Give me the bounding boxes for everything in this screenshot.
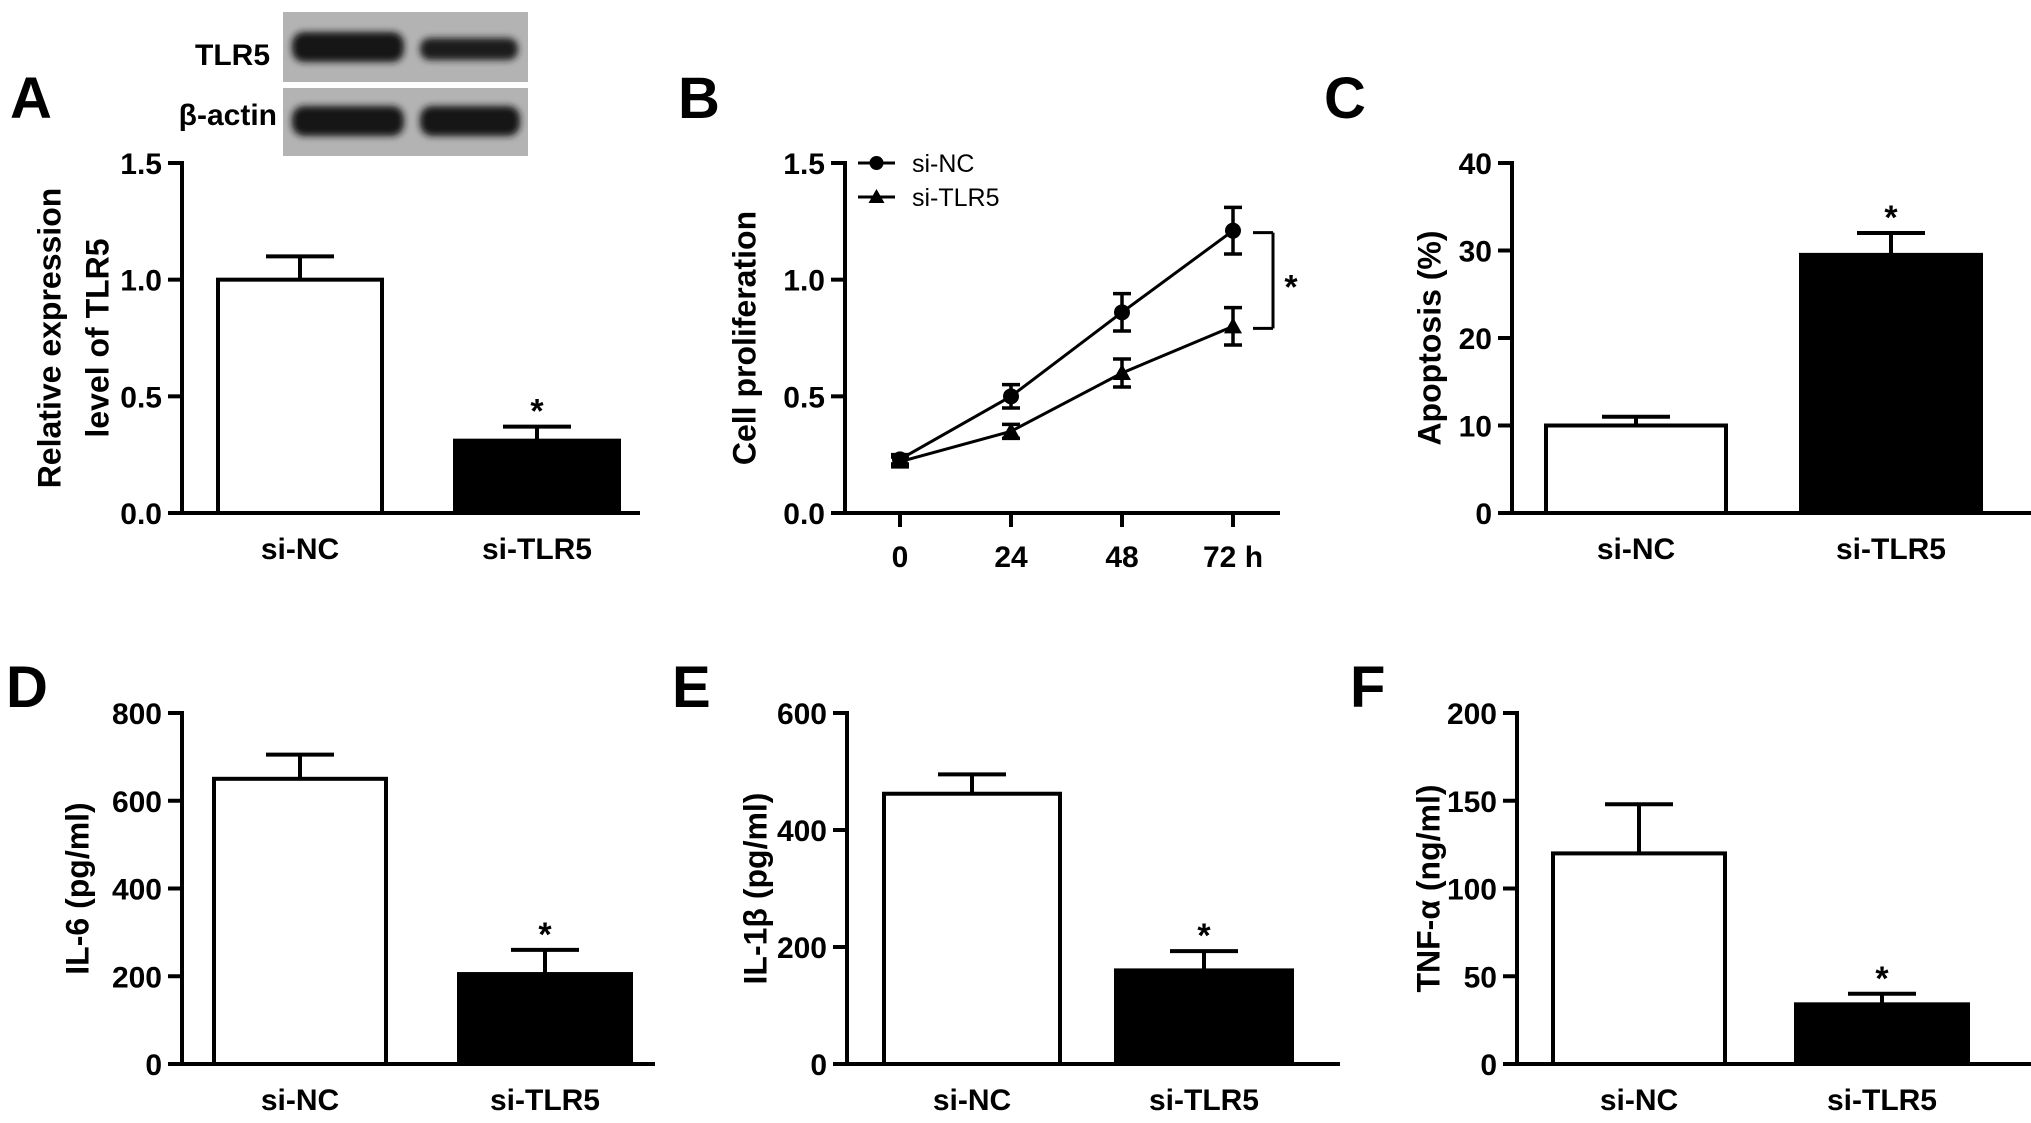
panel-e-y-tick-label: 0 — [810, 1049, 827, 1082]
panel-b-legend-si-nc-label: si-NC — [912, 150, 975, 178]
blot-band-tlr5-si-nc — [292, 32, 404, 62]
panel-c-y-tick-label: 40 — [1459, 148, 1492, 181]
panel-e-bar-si-tlr5 — [1114, 968, 1294, 1067]
panel-b-x-tick-label: 72 h — [1203, 541, 1263, 574]
panel-c-y-tick-label: 30 — [1459, 236, 1492, 269]
chart-panel-e: 0 200 400 600 IL-1β (pg/ml) si-NC si-TLR5 * — [737, 698, 1340, 1117]
panel-b-si-nc-point — [1225, 222, 1241, 239]
panel-c-bar-si-nc — [1544, 423, 1728, 515]
panel-d-bar-si-tlr5 — [457, 972, 633, 1067]
panel-b-si-tlr5-point — [1224, 317, 1242, 334]
panel-b-legend-si-tlr5-label: si-TLR5 — [912, 184, 1000, 212]
panel-a-bar-si-tlr5 — [453, 438, 621, 515]
western-blot: TLR5 β-actin — [179, 12, 528, 156]
panel-b-si-nc-point — [1114, 304, 1130, 321]
blot-label-tlr5: TLR5 — [195, 39, 270, 72]
panel-a-y-tick-label: 0.5 — [120, 381, 162, 414]
panel-f-bar-si-tlr5 — [1794, 1002, 1970, 1067]
panel-f-y-tick-label: 200 — [1447, 698, 1497, 731]
panel-a-bar-si-nc — [216, 277, 384, 515]
panel-e-y-tick-label: 400 — [777, 815, 827, 848]
panel-f-bar-si-nc — [1551, 851, 1727, 1067]
panel-d-y-tick-label: 800 — [112, 698, 162, 731]
chart-panel-f: 0 50 100 150 200 TNF-α (ng/ml) si-NC si-TLR5 * — [1410, 698, 2031, 1117]
chart-panel-a: 0.0 0.5 1.0 1.5 Relative expression level of … — [31, 148, 640, 566]
panel-b-y-tick-label: 0.0 — [783, 498, 825, 531]
panel-d-y-tick-label: 0 — [145, 1049, 162, 1082]
panel-a-y-tick-label: 0.0 — [120, 498, 162, 531]
panel-b-si-nc-line — [899, 229, 1234, 461]
panel-d-x-tick-label: si-NC — [261, 1084, 339, 1117]
panel-b-y-tick-label: 1.0 — [783, 265, 825, 298]
panel-c-y-axis-label: Apoptosis (%) — [1411, 230, 1447, 445]
panel-b-significance-star: * — [1284, 269, 1298, 307]
panel-a-significance-star: * — [530, 393, 544, 431]
panel-b-si-tlr5-line — [899, 324, 1234, 464]
panel-b-si-nc-point — [1003, 388, 1019, 405]
panel-a-x-tick-label: si-NC — [261, 533, 339, 566]
panel-letter-d: D — [6, 655, 48, 720]
panel-b-si-tlr5-point — [891, 452, 909, 469]
panel-e-y-tick-label: 200 — [777, 932, 827, 965]
chart-panel-d: 0 200 400 600 800 IL-6 (pg/ml) si-NC si-TLR5 * — [59, 698, 655, 1117]
panel-c-y-tick-label: 0 — [1475, 498, 1492, 531]
panel-b-x-tick-label: 24 — [994, 541, 1028, 574]
blot-band-actin-si-nc — [292, 106, 404, 136]
chart-panel-c: 0 10 20 30 40 Apoptosis (%) si-NC si-TLR5 * — [1411, 148, 2031, 566]
panel-b-y-tick-label: 0.5 — [783, 381, 825, 414]
panel-c-significance-star: * — [1884, 199, 1898, 237]
panel-a-y-axis-label: level of TLR5 — [79, 238, 115, 437]
panel-b-y-tick-label: 1.5 — [783, 148, 825, 181]
panel-c-y-tick-label: 20 — [1459, 323, 1492, 356]
blot-band-tlr5-si-tlr5 — [420, 38, 518, 60]
panel-letter-e: E — [672, 655, 711, 720]
panel-d-bar-si-nc — [212, 776, 388, 1066]
panel-d-x-tick-label: si-TLR5 — [490, 1084, 600, 1117]
panel-b-legend-si-tlr5-marker — [868, 189, 885, 203]
panel-c-y-tick-label: 10 — [1459, 411, 1492, 444]
panel-e-x-tick-label: si-NC — [933, 1084, 1011, 1117]
panel-e-y-axis-label: IL-1β (pg/ml) — [737, 793, 773, 985]
panel-b-y-axis-label: Cell proliferation — [726, 211, 762, 465]
panel-d-y-tick-label: 400 — [112, 874, 162, 907]
panel-c-x-tick-label: si-TLR5 — [1836, 533, 1946, 566]
panel-c-bar-si-tlr5 — [1799, 252, 1983, 515]
panel-f-y-axis-label: TNF-α (ng/ml) — [1410, 784, 1446, 992]
panel-b-legend-si-nc-marker — [869, 156, 884, 170]
panel-a-y-axis-label: Relative expression — [31, 188, 67, 489]
panel-f-y-tick-label: 100 — [1447, 874, 1497, 907]
panel-d-y-tick-label: 600 — [112, 786, 162, 819]
panel-d-significance-star: * — [538, 916, 552, 954]
panel-f-x-tick-label: si-NC — [1600, 1084, 1678, 1117]
panel-letter-f: F — [1350, 655, 1385, 720]
panel-e-x-tick-label: si-TLR5 — [1149, 1084, 1259, 1117]
panel-letter-b: B — [678, 66, 720, 131]
panel-a-y-tick-label: 1.5 — [120, 148, 162, 181]
blot-label-beta-actin: β-actin — [179, 99, 277, 132]
panel-b-x-tick-label: 0 — [892, 541, 909, 574]
panel-e-y-tick-label: 600 — [777, 698, 827, 731]
panel-letter-a: A — [10, 66, 52, 131]
panel-b-x-tick-label: 48 — [1105, 541, 1138, 574]
panel-a-x-tick-label: si-TLR5 — [482, 533, 592, 566]
panel-f-y-tick-label: 150 — [1447, 786, 1497, 819]
panel-b-si-tlr5-point — [1113, 364, 1131, 380]
panel-d-y-axis-label: IL-6 (pg/ml) — [59, 802, 95, 974]
panel-f-y-tick-label: 0 — [1480, 1049, 1497, 1082]
panel-e-bar-si-nc — [882, 791, 1062, 1066]
blot-band-actin-si-tlr5 — [420, 106, 520, 136]
panel-b-si-tlr5-point — [1002, 422, 1020, 439]
panel-a-y-tick-label: 1.0 — [120, 265, 162, 298]
panel-f-significance-star: * — [1875, 960, 1889, 998]
panel-e-significance-star: * — [1197, 917, 1211, 955]
panel-f-y-tick-label: 50 — [1464, 961, 1497, 994]
panel-d-y-tick-label: 200 — [112, 961, 162, 994]
panel-f-x-tick-label: si-TLR5 — [1827, 1084, 1937, 1117]
chart-panel-b: 0.0 0.5 1.0 1.5 Cell proliferation 0 24 48 72 h s… — [726, 148, 1298, 574]
panel-c-x-tick-label: si-NC — [1597, 533, 1675, 566]
panel-letter-c: C — [1324, 66, 1366, 131]
